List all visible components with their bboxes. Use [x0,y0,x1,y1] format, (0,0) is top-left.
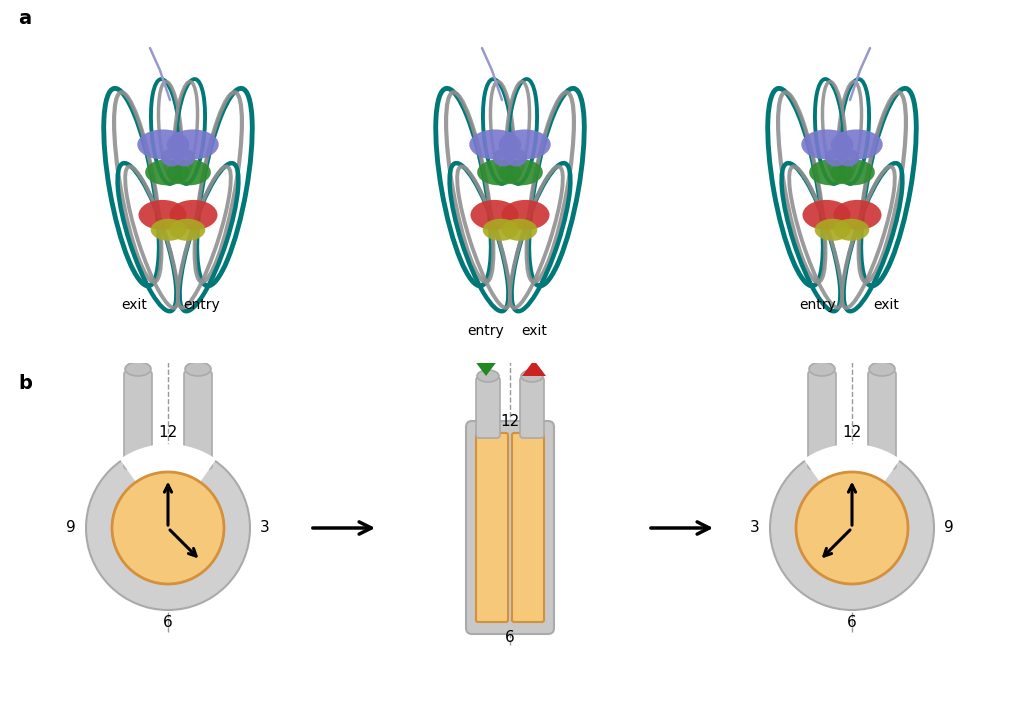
Polygon shape [522,360,545,376]
Ellipse shape [492,148,515,166]
Ellipse shape [833,219,868,241]
FancyBboxPatch shape [124,371,152,469]
Wedge shape [119,444,216,528]
Ellipse shape [125,362,151,376]
Text: 12: 12 [842,425,861,440]
Ellipse shape [469,129,521,160]
Text: a: a [18,9,32,28]
Text: 3: 3 [750,521,759,536]
Ellipse shape [868,362,894,376]
Ellipse shape [184,362,211,376]
Circle shape [112,472,224,584]
Text: 3: 3 [260,521,269,536]
Text: 12: 12 [500,414,519,429]
Text: 9: 9 [943,521,953,536]
Text: 12: 12 [158,425,177,440]
Circle shape [795,472,907,584]
Ellipse shape [482,219,519,241]
Ellipse shape [145,159,189,185]
Ellipse shape [830,159,874,185]
Ellipse shape [138,129,190,160]
Text: 6: 6 [504,630,515,645]
Ellipse shape [504,148,527,166]
Ellipse shape [837,148,858,166]
Text: b: b [18,374,32,393]
Ellipse shape [802,200,850,230]
FancyBboxPatch shape [512,433,543,622]
Ellipse shape [477,370,498,382]
Circle shape [86,446,250,610]
Ellipse shape [169,200,217,230]
FancyBboxPatch shape [476,377,499,438]
Ellipse shape [139,200,186,230]
Ellipse shape [169,219,205,241]
Text: entry: entry [799,298,836,312]
Circle shape [769,446,933,610]
Ellipse shape [801,129,853,160]
Ellipse shape [808,159,852,185]
Text: 6: 6 [163,615,172,630]
FancyBboxPatch shape [466,421,553,634]
Polygon shape [189,336,215,352]
Ellipse shape [501,200,549,230]
Text: exit: exit [121,298,147,312]
Ellipse shape [808,362,835,376]
Text: 9: 9 [66,521,76,536]
Ellipse shape [161,148,182,166]
Ellipse shape [151,219,186,241]
Polygon shape [121,336,147,352]
Ellipse shape [470,200,518,230]
Text: entry: entry [467,324,503,338]
Text: exit: exit [521,324,546,338]
Ellipse shape [173,148,195,166]
Ellipse shape [814,219,850,241]
Ellipse shape [829,129,881,160]
Ellipse shape [477,159,521,185]
Polygon shape [804,336,830,352]
Ellipse shape [166,129,218,160]
Ellipse shape [500,219,537,241]
Ellipse shape [833,200,880,230]
Ellipse shape [824,148,846,166]
Polygon shape [872,336,898,352]
FancyBboxPatch shape [807,371,836,469]
FancyBboxPatch shape [476,433,507,622]
FancyBboxPatch shape [867,371,895,469]
Wedge shape [803,444,900,528]
FancyBboxPatch shape [520,377,543,438]
Text: 6: 6 [847,615,856,630]
Text: entry: entry [183,298,220,312]
Polygon shape [474,360,497,376]
FancyBboxPatch shape [183,371,212,469]
Ellipse shape [498,159,542,185]
Text: exit: exit [872,298,898,312]
Ellipse shape [521,370,542,382]
Ellipse shape [167,159,211,185]
Ellipse shape [498,129,550,160]
